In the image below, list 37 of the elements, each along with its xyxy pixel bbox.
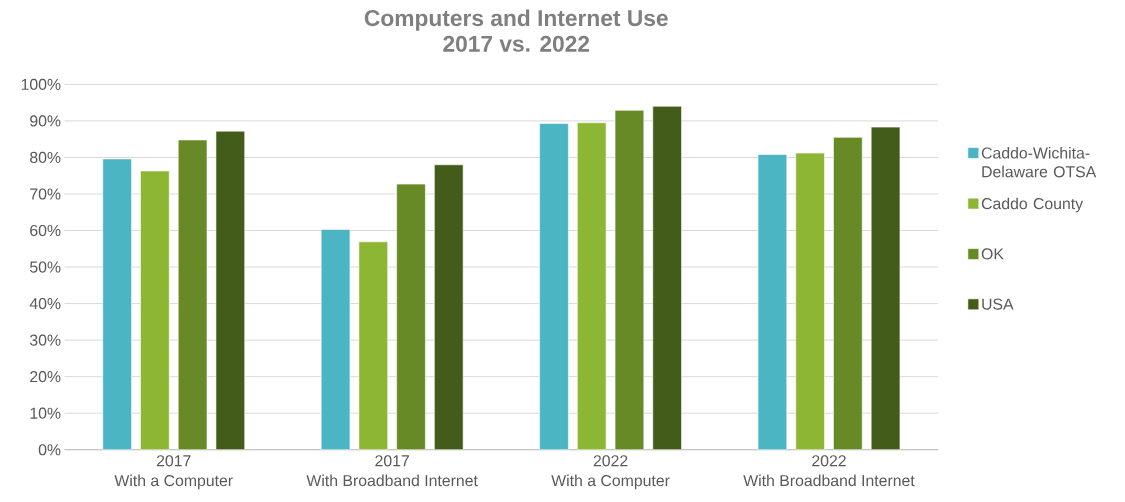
- y-tick-label: 90%: [30, 115, 61, 127]
- bar: [320, 228, 351, 450]
- bar: [539, 123, 569, 450]
- bar: [870, 126, 901, 450]
- bar: [358, 241, 388, 450]
- x-tick-label: 2022 With a Computer: [551, 455, 670, 490]
- y-tick-label: 50%: [30, 261, 61, 273]
- x-tick-label: 2017 With Broadband Internet: [306, 455, 478, 487]
- bar: [757, 154, 788, 450]
- bar: [140, 170, 170, 450]
- y-tick-label: 80%: [30, 151, 61, 163]
- y-tick-label: 10%: [30, 407, 61, 419]
- legend-label: Caddo-Wichita-Delaware OTSA: [981, 146, 1097, 178]
- bar: [434, 164, 464, 450]
- y-tick-label: 0%: [38, 443, 61, 456]
- legend-label: Caddo County: [981, 197, 1084, 213]
- bar: [102, 158, 132, 450]
- x-tick-label: 2017 With a Computer: [114, 455, 233, 490]
- bar: [795, 152, 825, 450]
- bar: [652, 105, 682, 450]
- y-tick-label: 20%: [30, 370, 61, 383]
- x-tick-label: 2022 With Broadband Internet: [743, 455, 915, 487]
- bar: [614, 109, 645, 450]
- y-tick-label: 30%: [29, 334, 61, 346]
- y-tick-label: 60%: [30, 224, 61, 236]
- legend-label: OK: [981, 248, 1004, 260]
- legend-label: USA: [982, 298, 1014, 310]
- bar: [833, 136, 863, 450]
- chart-subtitle: 2017 vs. 2022: [443, 35, 590, 52]
- y-tick-label: 100%: [21, 78, 61, 90]
- y-tick-label: 70%: [30, 188, 61, 200]
- bar: [177, 139, 208, 450]
- chart-title: Computers and Internet Use: [364, 9, 668, 31]
- bar: [577, 122, 607, 450]
- bar: [396, 183, 426, 450]
- y-tick-label: 40%: [29, 297, 61, 310]
- bar: [215, 130, 246, 450]
